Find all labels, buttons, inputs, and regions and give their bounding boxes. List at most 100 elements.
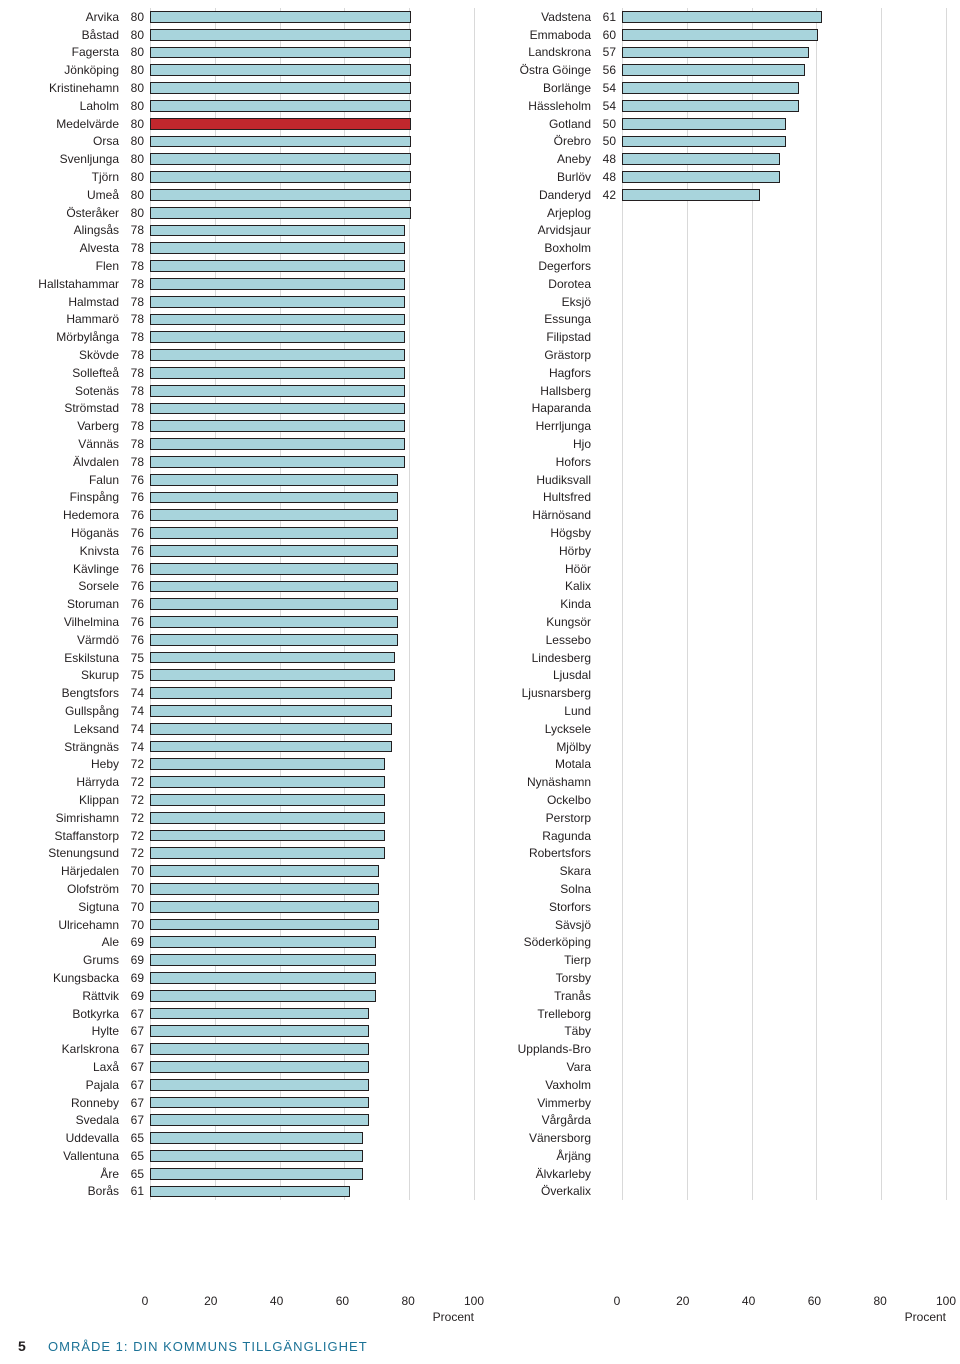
bar — [150, 438, 405, 450]
bar-area — [150, 26, 474, 44]
row-value: 67 — [124, 1024, 150, 1038]
bar-area — [150, 560, 474, 578]
bar-area — [150, 844, 474, 862]
row-value: 76 — [124, 544, 150, 558]
bar — [622, 118, 786, 130]
left-axis: 020406080100Procent — [14, 1292, 474, 1332]
bar — [150, 260, 405, 272]
bar — [150, 830, 385, 842]
chart-row: Kristinehamn80 — [14, 79, 474, 97]
bar-area — [622, 1111, 946, 1129]
row-label: Filipstad — [486, 330, 596, 344]
row-label: Ockelbo — [486, 793, 596, 807]
chart-row: Älvkarleby — [486, 1165, 946, 1183]
chart-row: Hallstahammar78 — [14, 275, 474, 293]
bar-area — [622, 524, 946, 542]
chart-row: Grums69 — [14, 951, 474, 969]
bar-area — [150, 595, 474, 613]
chart-row: Perstorp — [486, 809, 946, 827]
chart-row: Svedala67 — [14, 1111, 474, 1129]
row-label: Varberg — [14, 419, 124, 433]
row-label: Uddevalla — [14, 1131, 124, 1145]
row-label: Vara — [486, 1060, 596, 1074]
bar — [150, 598, 398, 610]
bar — [622, 82, 799, 94]
row-label: Danderyd — [486, 188, 596, 202]
bar-area — [622, 1094, 946, 1112]
chart-row: Vilhelmina76 — [14, 613, 474, 631]
row-label: Älvkarleby — [486, 1167, 596, 1181]
bar-area — [150, 328, 474, 346]
row-value: 78 — [124, 455, 150, 469]
bar-area — [622, 400, 946, 418]
chart-row: Grästorp — [486, 346, 946, 364]
chart-row: Strängnäs74 — [14, 738, 474, 756]
row-label: Fagersta — [14, 45, 124, 59]
bar-area — [622, 773, 946, 791]
row-label: Aneby — [486, 152, 596, 166]
bar-area — [622, 613, 946, 631]
row-value: 61 — [124, 1184, 150, 1198]
chart-row: Degerfors — [486, 257, 946, 275]
row-label: Svenljunga — [14, 152, 124, 166]
bar — [150, 794, 385, 806]
bar-area — [622, 755, 946, 773]
bar — [150, 1132, 363, 1144]
chart-row: Kungsör — [486, 613, 946, 631]
chart-row: Hörby — [486, 542, 946, 560]
chart-row: Vännäs78 — [14, 435, 474, 453]
bar-area — [622, 898, 946, 916]
row-label: Gotland — [486, 117, 596, 131]
row-value: 72 — [124, 829, 150, 843]
row-value: 74 — [124, 686, 150, 700]
bar — [150, 1061, 369, 1073]
right-rows: Vadstena61Emmaboda60Landskrona57Östra Gö… — [486, 8, 946, 1292]
chart-row: Tierp — [486, 951, 946, 969]
row-label: Hallsberg — [486, 384, 596, 398]
bar-area — [622, 115, 946, 133]
row-value: 78 — [124, 366, 150, 380]
row-label: Perstorp — [486, 811, 596, 825]
chart-row: Österåker80 — [14, 204, 474, 222]
chart-row: Essunga — [486, 311, 946, 329]
row-label: Grums — [14, 953, 124, 967]
chart-row: Bengtsfors74 — [14, 684, 474, 702]
chart-row: Solna — [486, 880, 946, 898]
row-label: Knivsta — [14, 544, 124, 558]
row-label: Hässleholm — [486, 99, 596, 113]
bar-area — [622, 933, 946, 951]
bar-area — [622, 471, 946, 489]
row-label: Landskrona — [486, 45, 596, 59]
row-value: 78 — [124, 401, 150, 415]
row-label: Vilhelmina — [14, 615, 124, 629]
bar — [150, 865, 379, 877]
row-label: Staffanstorp — [14, 829, 124, 843]
bar-area — [622, 97, 946, 115]
row-label: Vänersborg — [486, 1131, 596, 1145]
bar — [150, 990, 376, 1002]
row-label: Hylte — [14, 1024, 124, 1038]
bar — [150, 29, 411, 41]
row-label: Leksand — [14, 722, 124, 736]
row-label: Gullspång — [14, 704, 124, 718]
row-label: Tjörn — [14, 170, 124, 184]
chart-row: Ragunda — [486, 827, 946, 845]
chart-row: Vårgårda — [486, 1111, 946, 1129]
bar — [622, 100, 799, 112]
chart-row: Täby — [486, 1022, 946, 1040]
row-label: Österåker — [14, 206, 124, 220]
row-value: 78 — [124, 223, 150, 237]
bar — [150, 741, 392, 753]
bar — [150, 403, 405, 415]
row-value: 78 — [124, 312, 150, 326]
bar — [150, 118, 411, 130]
chart-row: Motala — [486, 755, 946, 773]
bar-area — [150, 809, 474, 827]
bar — [150, 687, 392, 699]
row-value: 80 — [124, 10, 150, 24]
row-label: Storuman — [14, 597, 124, 611]
axis-tick: 100 — [464, 1294, 484, 1308]
chart-row: Hedemora76 — [14, 506, 474, 524]
chart-row: Mjölby — [486, 738, 946, 756]
row-label: Sorsele — [14, 579, 124, 593]
